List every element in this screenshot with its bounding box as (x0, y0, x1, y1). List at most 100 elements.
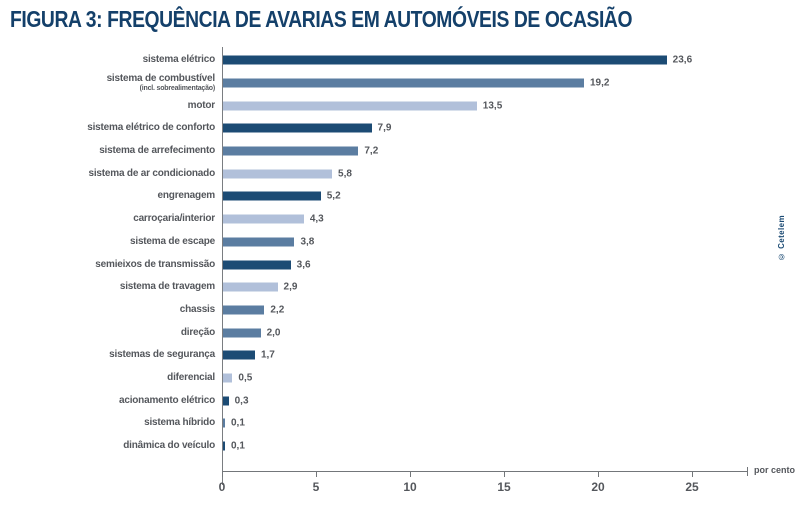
category-label-text: sistema de ar condicionado (88, 167, 215, 179)
bar (223, 396, 229, 406)
bar-chart: sistema elétrico 23,6 sistema de combustív… (10, 47, 795, 501)
bar-row: diferencial 0,5 (10, 367, 785, 390)
category-label-text: sistema híbrido (144, 417, 215, 429)
bar-value-label: 4,3 (309, 213, 324, 225)
bar-value-label: 3,6 (296, 259, 311, 271)
category-label: sistema de ar condicionado (10, 167, 222, 179)
category-label-text: chassis (179, 303, 215, 315)
x-axis-tick (410, 472, 411, 478)
bar-track: 1,7 (222, 344, 770, 367)
bar-row: acionamento elétrico 0,3 (10, 389, 785, 412)
bar-track: 19,2 (222, 72, 770, 95)
bar-track: 2,0 (222, 321, 770, 344)
bar-track: 0,3 (222, 389, 770, 412)
x-axis-line (222, 471, 748, 473)
bar (223, 191, 321, 201)
bar-row: sistema elétrico 23,6 (10, 49, 785, 72)
category-label-text: acionamento elétrico (118, 394, 215, 406)
x-axis-tick-label: 25 (685, 480, 699, 495)
bar-track: 5,8 (222, 162, 770, 185)
x-axis-tick (316, 472, 317, 478)
x-axis-tick (222, 472, 223, 478)
bar-track: 23,6 (222, 49, 770, 72)
category-label: sistema de combustível (incl. sobrealimen… (10, 73, 222, 93)
chart-title: FIGURA 3: FREQUÊNCIA DE AVARIAS EM AUTOMÓ… (10, 6, 674, 33)
category-label-text: diferencial (167, 371, 215, 383)
axis-unit-label: por cento (754, 465, 796, 476)
bar (223, 169, 333, 179)
bar-row: semieixos de transmissão 3,6 (10, 253, 785, 276)
bar-value-label: 0,1 (231, 417, 245, 429)
bar (223, 328, 261, 338)
bar-row: motor 13,5 (10, 94, 785, 117)
bar-row: sistema híbrido 0,1 (10, 412, 785, 435)
x-axis-tick-label: 10 (403, 480, 417, 495)
bar-row: carroçaria/interior 4,3 (10, 208, 785, 231)
bar (223, 282, 278, 292)
bar-value-label: 2,0 (266, 327, 281, 339)
bar-row: sistema de ar condicionado 5,8 (10, 162, 785, 185)
category-label: diferencial (10, 371, 222, 383)
category-label-text: dinâmica do veículo (123, 440, 215, 452)
bar-track: 0,5 (222, 367, 770, 390)
bar-value-label: 19,2 (589, 77, 610, 89)
category-label-text: sistemas de segurança (109, 349, 215, 361)
category-label: sistema híbrido (10, 418, 222, 428)
bar-track: 13,5 (222, 94, 770, 117)
bar-track: 0,1 (222, 435, 770, 458)
bar-track: 7,9 (222, 117, 770, 140)
bar-track: 4,3 (222, 208, 770, 231)
bar-track: 5,2 (222, 185, 770, 208)
category-label: semieixos de transmissão (10, 258, 222, 270)
category-label-text: semieixos de transmissão (95, 258, 215, 270)
bar (223, 214, 304, 224)
bar-track: 2,2 (222, 299, 770, 322)
bar-row: chassis 2,2 (10, 299, 785, 322)
bar-value-label: 0,3 (234, 395, 249, 407)
category-sublabel-text: (incl. sobrealimentação) (139, 85, 216, 93)
bar (223, 350, 255, 360)
x-axis-tick-label: 5 (312, 480, 320, 495)
bar-value-label: 13,5 (482, 100, 503, 112)
bar-track: 3,6 (222, 253, 770, 276)
bar (223, 55, 667, 65)
category-label: sistema elétrico de conforto (10, 123, 222, 133)
bar-row: sistema de escape 3,8 (10, 231, 785, 254)
category-label-text: sistema de arrefecimento (99, 145, 215, 157)
chart-title-text: FREQUÊNCIA DE AVARIAS EM AUTOMÓVEIS DE O… (107, 6, 633, 32)
bar-value-label: 23,6 (672, 54, 693, 66)
bar-value-label: 1,7 (260, 349, 275, 361)
category-label: direção (10, 327, 222, 338)
x-axis-tick (504, 472, 505, 478)
category-label-text: sistema elétrico de conforto (87, 122, 215, 134)
category-label-text: sistema de travagem (119, 281, 215, 293)
bar-rows: sistema elétrico 23,6 sistema de combustív… (10, 49, 785, 457)
y-axis-line (222, 47, 223, 486)
bar-row: sistema de arrefecimento 7,2 (10, 140, 785, 163)
category-label: engrenagem (10, 191, 222, 201)
category-label: sistema de escape (10, 236, 222, 247)
bar-row: sistema elétrico de conforto 7,9 (10, 117, 785, 140)
category-label: dinâmica do veículo (10, 441, 222, 451)
bar (223, 101, 477, 111)
category-label: acionamento elétrico (10, 394, 222, 406)
bar (223, 237, 295, 247)
bar-value-label: 5,8 (338, 168, 352, 180)
bar-value-label: 3,8 (300, 236, 315, 248)
bar-value-label: 7,2 (364, 145, 379, 157)
bar-track: 2,9 (222, 276, 770, 299)
category-label-text: motor (187, 99, 216, 111)
bar-value-label: 2,9 (283, 281, 298, 293)
bar-track: 3,8 (222, 231, 770, 254)
category-label: sistema de arrefecimento (10, 146, 222, 156)
bar-value-label: 0,1 (231, 440, 245, 452)
category-label: sistemas de segurança (10, 350, 222, 360)
copyright-credit: © Cetelem (777, 215, 786, 261)
category-label-text: sistema de combustível (106, 73, 216, 85)
x-axis-end-tick (747, 467, 748, 477)
bar-row: sistema de combustível (incl. sobrealimen… (10, 72, 785, 95)
bar-row: dinâmica do veículo 0,1 (10, 435, 785, 458)
bar (223, 78, 584, 88)
category-label-text: sistema elétrico (142, 54, 216, 66)
